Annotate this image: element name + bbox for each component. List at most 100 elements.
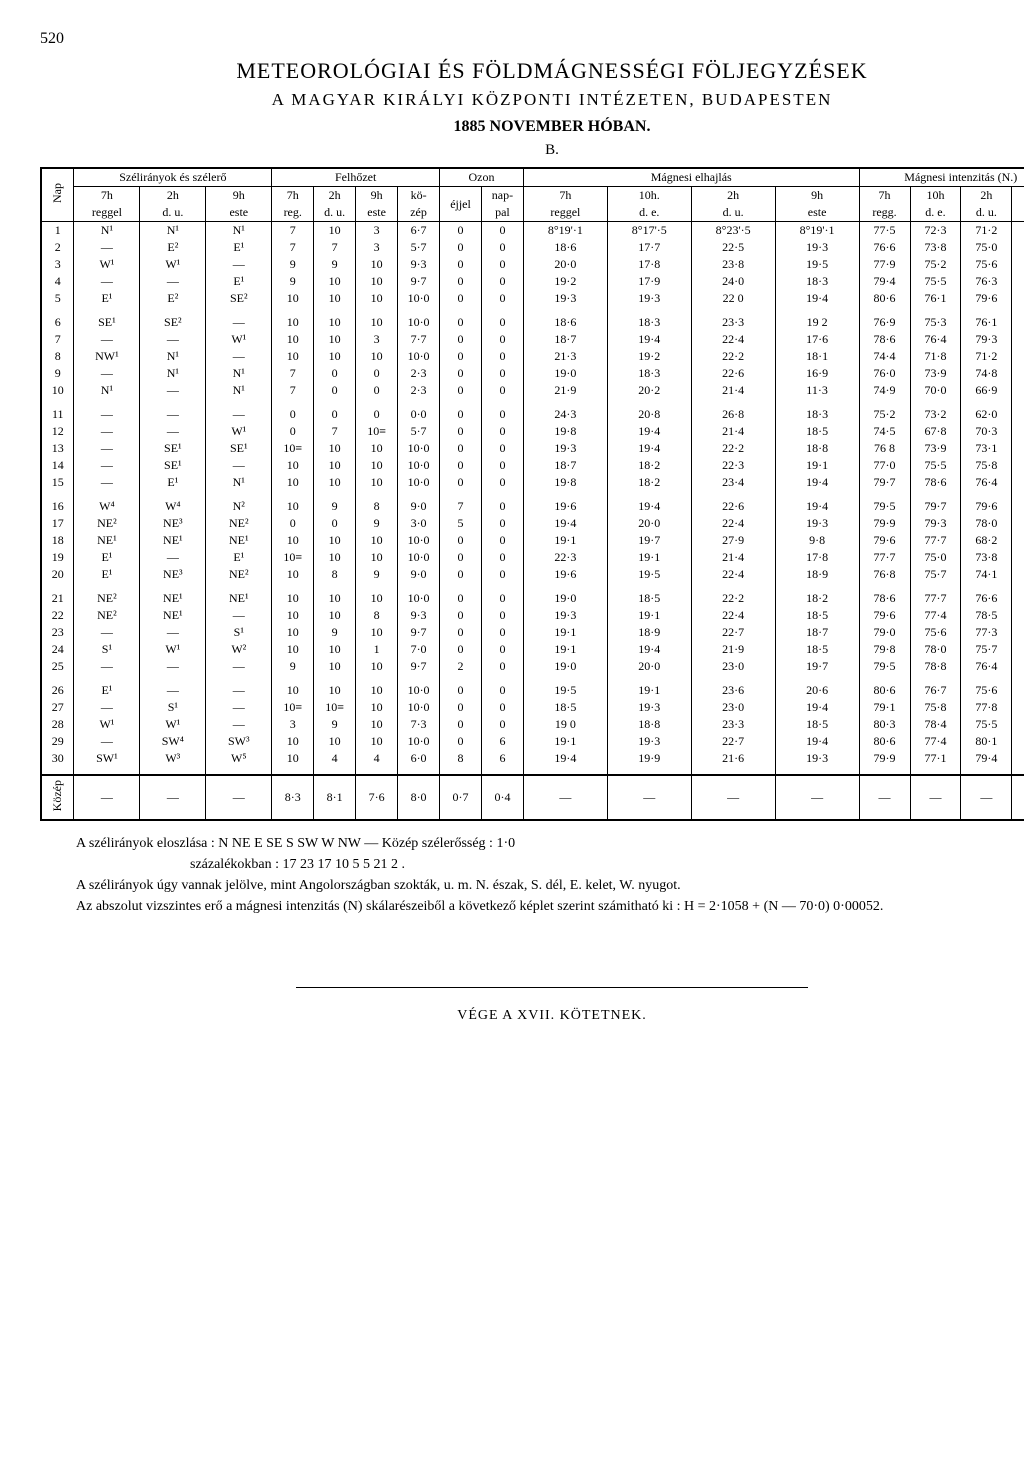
table-cell: 75·8 xyxy=(910,699,961,716)
sh: 7h xyxy=(272,187,314,205)
table-cell: 10 xyxy=(356,273,398,290)
table-cell: 78·0 xyxy=(961,515,1012,532)
table-cell: 8·1 xyxy=(314,775,356,820)
table-cell: 18·6 xyxy=(523,314,607,331)
table-cell: 10 xyxy=(356,716,398,733)
note-line: százalékokban : 17 23 17 10 5 5 21 2 . xyxy=(40,856,1024,875)
table-cell: NE¹ xyxy=(140,607,206,624)
table-cell: — xyxy=(140,273,206,290)
table-cell: 19·3 xyxy=(607,290,691,314)
table-cell: 79·9 xyxy=(859,515,910,532)
table-cell: 74·4 xyxy=(859,348,910,365)
sh: d. u. xyxy=(961,204,1012,222)
table-cell: 80·6 xyxy=(859,290,910,314)
table-cell: E¹ xyxy=(206,273,272,290)
table-cell: 19·4 xyxy=(775,290,859,314)
sh: reggel xyxy=(523,204,607,222)
table-cell: 76·3 xyxy=(961,273,1012,290)
sh: d. e. xyxy=(607,204,691,222)
data-table: Nap Szélirányok és szélerő Felhőzet Ozon… xyxy=(40,167,1024,821)
table-cell: — xyxy=(140,331,206,348)
table-cell: 75·7 xyxy=(1012,682,1024,699)
table-cell: 79·4 xyxy=(961,750,1012,775)
table-cell: 10 xyxy=(272,590,314,607)
table-cell: 75·2 xyxy=(910,256,961,273)
table-cell: 3·0 xyxy=(398,515,440,532)
table-cell: 19·3 xyxy=(607,733,691,750)
sh: éjjel xyxy=(440,187,482,222)
table-cell: 2 xyxy=(41,239,74,256)
table-cell: 75·6 xyxy=(961,256,1012,273)
table-cell: W¹ xyxy=(140,256,206,273)
table-cell: 21·6 xyxy=(691,750,775,775)
table-cell: 0 xyxy=(481,498,523,515)
table-cell: 75·9 xyxy=(1012,290,1024,314)
table-cell: N¹ xyxy=(206,365,272,382)
table-cell: — xyxy=(74,365,140,382)
table-cell: 9 xyxy=(41,365,74,382)
table-cell: 10 xyxy=(314,607,356,624)
table-cell: 23·3 xyxy=(691,314,775,331)
table-cell: 22 0 xyxy=(691,290,775,314)
table-cell: — xyxy=(523,775,607,820)
table-cell: 11 xyxy=(41,406,74,423)
table-cell: 20·6 xyxy=(775,682,859,699)
table-cell: SE¹ xyxy=(74,314,140,331)
table-cell: 19·6 xyxy=(523,498,607,515)
table-cell: 0·7 xyxy=(440,775,482,820)
table-row: 1N¹N¹N¹71036·7008°19'·18°17'·58°23'·58°1… xyxy=(41,222,1024,240)
table-cell: 75·2 xyxy=(859,406,910,423)
table-cell: 79·6 xyxy=(961,498,1012,515)
table-cell: 10≡ xyxy=(272,699,314,716)
table-cell: 10 xyxy=(272,290,314,314)
table-cell: 7·0 xyxy=(398,641,440,658)
table-cell: 73·2 xyxy=(910,406,961,423)
table-cell: 22·4 xyxy=(691,566,775,590)
table-cell: 3 xyxy=(356,222,398,240)
table-cell: 30 xyxy=(41,750,74,775)
table-cell: 9 xyxy=(272,273,314,290)
table-cell: 10 xyxy=(314,532,356,549)
table-cell: E¹ xyxy=(74,682,140,699)
table-cell: — xyxy=(206,348,272,365)
table-row: 5E¹E²SE²10101010·00019·319·322 019·480·6… xyxy=(41,290,1024,314)
table-cell: — xyxy=(140,549,206,566)
table-cell: 7 xyxy=(41,331,74,348)
table-cell: 2·3 xyxy=(398,365,440,382)
table-cell: 75·0 xyxy=(1012,348,1024,365)
table-cell: 0 xyxy=(440,239,482,256)
table-cell: 80·6 xyxy=(859,733,910,750)
table-cell: 0 xyxy=(481,273,523,290)
table-cell: 0 xyxy=(481,716,523,733)
table-row: 17NE²NE³NE²0093·05019·420·022·419·379·97… xyxy=(41,515,1024,532)
table-cell: — xyxy=(74,733,140,750)
table-cell: 18·2 xyxy=(775,590,859,607)
table-cell: — xyxy=(859,775,910,820)
table-cell: 8°17'·5 xyxy=(607,222,691,240)
table-cell: 76·4 xyxy=(910,331,961,348)
table-cell: 22·6 xyxy=(691,498,775,515)
table-cell: W¹ xyxy=(74,256,140,273)
table-cell: 7·7 xyxy=(398,331,440,348)
table-cell: 75·5 xyxy=(910,457,961,474)
table-cell: 10 xyxy=(356,474,398,498)
table-body: 1N¹N¹N¹71036·7008°19'·18°17'·58°23'·58°1… xyxy=(41,222,1024,821)
table-cell: 80·3 xyxy=(859,716,910,733)
table-cell: 23·3 xyxy=(691,716,775,733)
table-row: 20E¹NE³NE²10899·00019·619·522·418·976·87… xyxy=(41,566,1024,590)
table-cell: 74·5 xyxy=(859,423,910,440)
table-cell: 19·1 xyxy=(523,733,607,750)
table-cell: 3 xyxy=(41,256,74,273)
sh: 7h xyxy=(859,187,910,205)
table-cell: NE² xyxy=(206,515,272,532)
table-cell: 0 xyxy=(481,641,523,658)
table-cell: W⁴ xyxy=(140,498,206,515)
table-cell: 9 xyxy=(314,498,356,515)
table-cell: 19·0 xyxy=(523,658,607,682)
table-cell: 0 xyxy=(440,440,482,457)
hdr-magn-elh: Mágnesi elhajlás xyxy=(523,168,859,187)
table-cell: 78·6 xyxy=(859,331,910,348)
table-cell: 22·4 xyxy=(691,607,775,624)
table-cell: 76 8 xyxy=(859,440,910,457)
table-cell: — xyxy=(74,406,140,423)
